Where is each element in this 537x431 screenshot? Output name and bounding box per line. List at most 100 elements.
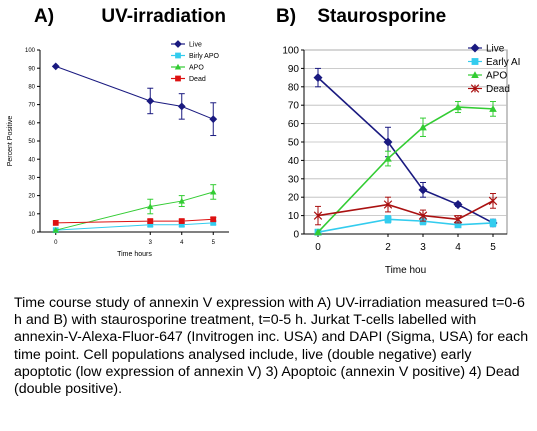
y-tick-label: 0 xyxy=(293,230,299,241)
legend-label: Live xyxy=(486,44,505,55)
legend-label: Live xyxy=(189,41,202,48)
data-point xyxy=(52,220,59,226)
chart-a: 0 10 20 30 40 50 60 70 80 90 100 0 3 4 5 Time hours Perc… xyxy=(7,40,229,258)
data-point xyxy=(314,228,322,236)
y-tick-label: 80 xyxy=(28,85,35,91)
data-point xyxy=(210,220,217,226)
data-point xyxy=(210,216,217,223)
legend-marker xyxy=(471,71,479,79)
y-tick-label: 20 xyxy=(288,193,300,204)
data-point xyxy=(147,218,154,224)
data-point xyxy=(489,105,497,112)
panel-a-letter: A) xyxy=(34,6,55,27)
y-axis-title: Percent Positive xyxy=(7,116,14,167)
x-tick-label: 0 xyxy=(315,242,321,253)
data-point xyxy=(384,215,392,223)
legend-entry: Live xyxy=(468,43,505,55)
y-tick-label: 0 xyxy=(32,230,36,236)
y-tick-label: 80 xyxy=(288,82,300,93)
data-point xyxy=(177,102,186,111)
y-tick-label: 30 xyxy=(28,176,35,182)
x-tick-label: 5 xyxy=(490,242,496,253)
data-point xyxy=(419,123,427,131)
y-tick-label: 10 xyxy=(288,211,300,222)
legend-entry: Live xyxy=(171,40,202,48)
y-tick-label: 50 xyxy=(28,139,35,145)
data-point xyxy=(418,211,428,220)
data-point xyxy=(489,219,497,227)
series-birly-apo xyxy=(52,220,217,234)
panel-b-name: Staurosporine xyxy=(317,6,447,27)
data-point xyxy=(383,137,393,147)
y-tick-label: 40 xyxy=(28,157,35,163)
series-dead xyxy=(52,216,217,226)
series-line xyxy=(55,222,214,231)
legend-marker xyxy=(471,58,479,65)
legend-marker xyxy=(175,52,181,59)
y-tick-label: 70 xyxy=(28,103,35,109)
legend-entry: APO xyxy=(468,71,507,82)
legend-marker xyxy=(470,43,480,53)
x-tick-label: 3 xyxy=(420,242,426,253)
data-point xyxy=(313,73,323,83)
y-tick-label: 60 xyxy=(28,121,35,127)
panel-b-letter: B) xyxy=(276,6,297,27)
legend-entry: Early AI xyxy=(468,57,520,68)
y-tick-label: 100 xyxy=(25,48,36,54)
series-apo xyxy=(314,101,497,236)
data-point xyxy=(313,211,323,220)
legend-marker xyxy=(175,75,181,82)
series-apo xyxy=(52,184,217,233)
x-tick-label: 0 xyxy=(54,240,58,246)
data-point xyxy=(453,200,463,210)
legend-marker xyxy=(174,40,182,48)
legend-label: Birly APO xyxy=(189,53,220,60)
series-line xyxy=(55,218,214,224)
panel-a-name: UV-irradiation xyxy=(101,6,226,27)
x-tick-label: 4 xyxy=(455,242,461,253)
x-tick-label: 2 xyxy=(385,242,391,253)
data-point xyxy=(52,226,59,233)
legend-entry: Dead xyxy=(468,84,510,95)
legend-label: APO xyxy=(486,71,507,82)
chart-b: 0 10 20 30 40 50 60 70 80 90 100 0 2 3 4 5 Time hou Live E… xyxy=(282,43,520,276)
y-tick-label: 60 xyxy=(288,119,300,130)
y-tick-label: 50 xyxy=(288,138,300,149)
legend-entry: APO xyxy=(171,63,204,71)
series-line xyxy=(55,65,214,120)
figure-caption: Time course study of annexin V expressio… xyxy=(14,295,529,398)
data-point xyxy=(147,203,154,210)
data-point xyxy=(178,218,185,224)
data-point xyxy=(51,62,60,71)
x-tick-label: 3 xyxy=(149,240,153,246)
x-axis-title: Time hou xyxy=(385,265,426,276)
legend-marker xyxy=(174,63,182,70)
series-dead xyxy=(313,193,498,226)
legend-label: Early AI xyxy=(486,57,520,68)
series-live xyxy=(51,62,218,137)
data-point xyxy=(454,221,462,229)
legend-entry: Birly APO xyxy=(171,52,220,60)
legend-entry: Dead xyxy=(171,75,206,83)
y-tick-label: 20 xyxy=(28,194,35,200)
data-point xyxy=(209,115,218,124)
y-tick-label: 90 xyxy=(28,66,35,72)
data-point xyxy=(418,185,428,195)
data-point xyxy=(146,97,155,105)
y-tick-label: 30 xyxy=(288,174,300,185)
y-tick-label: 10 xyxy=(28,212,35,218)
x-tick-label: 5 xyxy=(212,240,216,246)
data-point xyxy=(488,196,498,206)
data-point xyxy=(384,154,392,162)
panel-b-title: B) Staurosporine xyxy=(276,6,446,28)
series-line xyxy=(55,191,214,231)
y-tick-label: 70 xyxy=(288,101,300,112)
x-tick-label: 4 xyxy=(180,240,184,246)
data-point xyxy=(453,215,463,224)
data-point xyxy=(210,188,217,195)
legend-label: APO xyxy=(189,64,204,71)
data-point xyxy=(383,200,393,209)
legend-marker xyxy=(470,84,480,93)
legend-label: Dead xyxy=(189,76,206,83)
